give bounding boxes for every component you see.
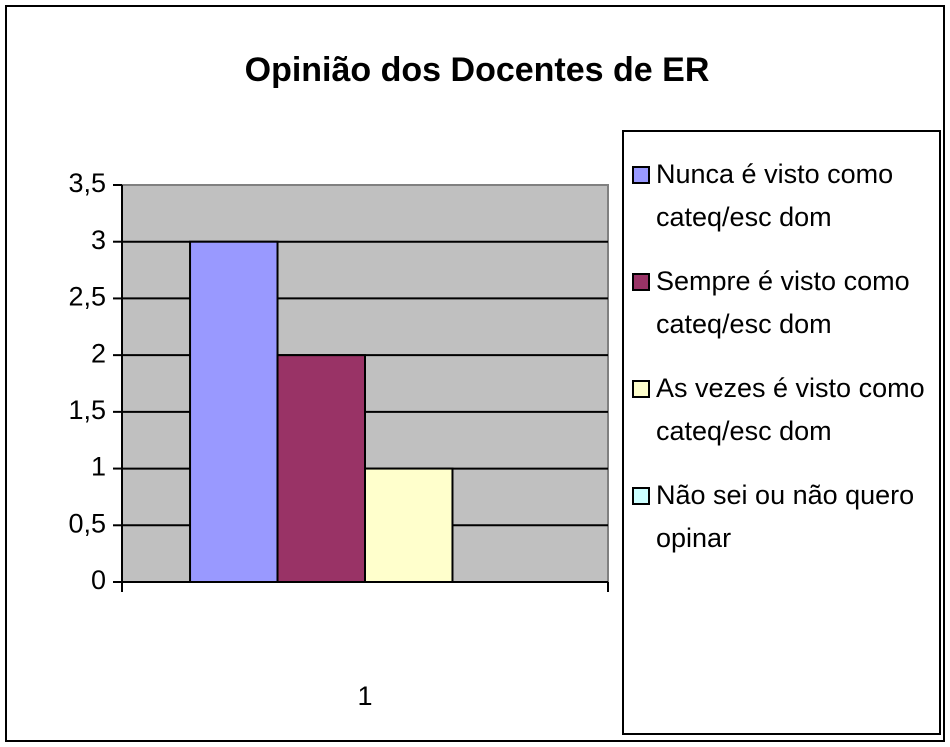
y-tick-label: 3 xyxy=(91,225,106,255)
legend-swatch xyxy=(632,380,650,398)
legend-label: As vezes é visto como cateq/esc dom xyxy=(656,373,925,446)
legend: Nunca é visto como cateq/esc dom Sempre é… xyxy=(622,130,941,735)
y-tick-label: 1 xyxy=(91,452,106,482)
y-tick-label: 0,5 xyxy=(68,508,106,538)
legend-item: As vezes é visto como cateq/esc dom xyxy=(632,367,939,453)
legend-item: Nunca é visto como cateq/esc dom xyxy=(632,153,939,239)
chart-title: Opinião dos Docentes de ER xyxy=(245,51,710,89)
x-tick-label: 1 xyxy=(357,681,372,711)
y-tick-label: 3,5 xyxy=(68,168,106,198)
legend-label: Sempre é visto como cateq/esc dom xyxy=(656,266,910,339)
y-tick-label: 0 xyxy=(91,565,106,595)
bar xyxy=(364,467,454,584)
legend-item: Não sei ou não quero opinar xyxy=(632,474,939,560)
legend-item: Sempre é visto como cateq/esc dom xyxy=(632,260,939,346)
y-tick-label: 1,5 xyxy=(68,395,106,425)
legend-label: Nunca é visto como cateq/esc dom xyxy=(656,159,894,232)
bar xyxy=(189,240,279,583)
bar xyxy=(276,354,366,583)
legend-swatch xyxy=(632,273,650,291)
y-tick-label: 2 xyxy=(91,338,106,368)
legend-swatch xyxy=(632,487,650,505)
legend-label: Não sei ou não quero opinar xyxy=(656,480,915,553)
legend-swatch xyxy=(632,166,650,184)
y-tick-label: 2,5 xyxy=(68,282,106,312)
